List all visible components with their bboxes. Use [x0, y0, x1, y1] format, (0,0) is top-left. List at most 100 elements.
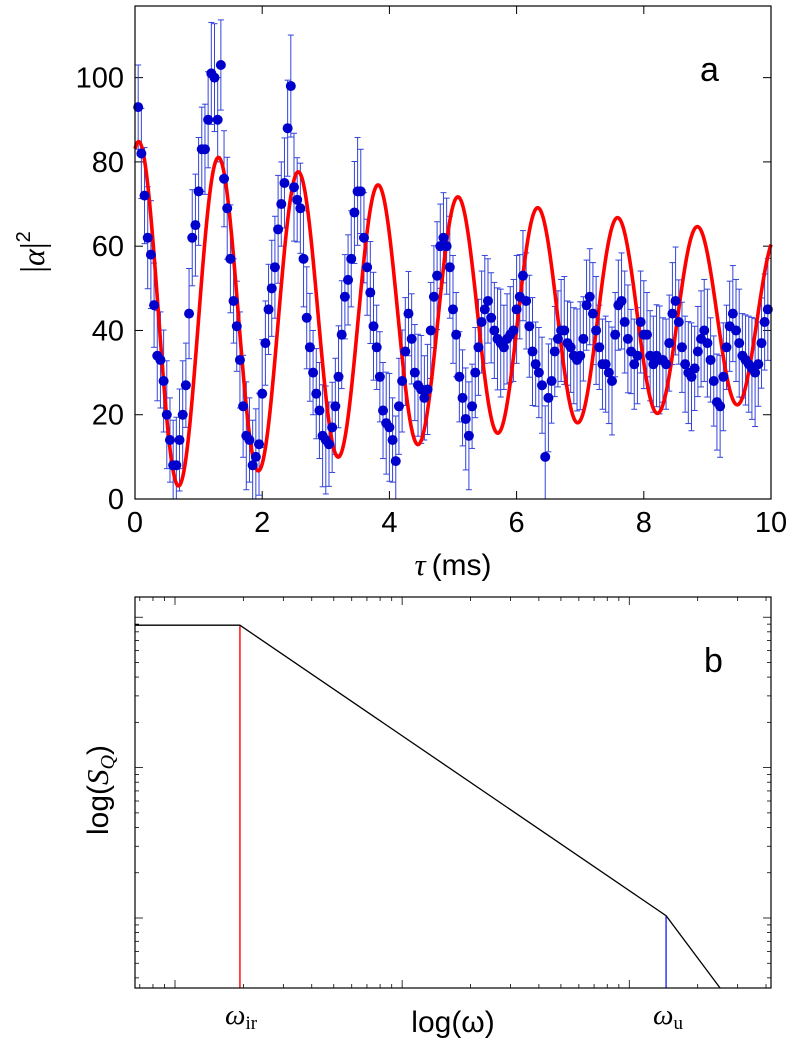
x-tick-label-4: 4	[381, 507, 397, 539]
data-point	[257, 388, 268, 399]
data-point	[727, 308, 738, 319]
data-point	[537, 380, 548, 391]
data-point	[400, 346, 411, 357]
data-point	[438, 232, 449, 243]
data-point	[327, 422, 338, 433]
data-point	[454, 371, 465, 382]
data-point	[444, 262, 455, 273]
data-point	[174, 435, 185, 446]
data-point	[756, 338, 767, 349]
omega-ir-subscript: ir	[245, 1013, 257, 1034]
y-axis-abs-left: |	[15, 266, 52, 273]
data-point	[428, 291, 439, 302]
data-point	[641, 329, 652, 340]
data-point	[635, 317, 646, 328]
data-point	[368, 321, 379, 332]
data-point	[263, 304, 274, 315]
data-point	[247, 460, 258, 471]
data-point	[215, 59, 226, 70]
data-point	[349, 207, 360, 218]
data-point	[622, 333, 633, 344]
y-tick-label-100: 100	[76, 63, 124, 95]
data-point	[753, 359, 764, 370]
panel-a-x-axis-label: τ (ms)	[414, 547, 491, 582]
data-point	[222, 203, 233, 214]
data-point	[432, 270, 443, 281]
data-point	[403, 308, 414, 319]
x-tick-label-6: 6	[509, 507, 525, 539]
data-point	[448, 304, 458, 315]
data-point	[422, 384, 433, 395]
spectrum-line	[135, 624, 721, 989]
data-point	[594, 342, 605, 353]
data-point	[486, 312, 497, 323]
data-point	[292, 194, 303, 205]
data-point	[721, 342, 732, 353]
x-tick-label-2: 2	[254, 507, 270, 539]
data-point	[187, 232, 198, 243]
data-point	[508, 325, 519, 336]
y-tick-label-60: 60	[92, 231, 124, 263]
data-point	[149, 300, 160, 311]
data-point	[387, 435, 398, 446]
data-point	[616, 295, 627, 306]
data-point	[161, 409, 172, 420]
data-point	[549, 346, 560, 357]
data-point	[686, 371, 697, 382]
data-point	[390, 456, 401, 467]
data-point	[552, 333, 563, 344]
data-point	[473, 342, 484, 353]
x-tick-label-8: 8	[636, 507, 652, 539]
y-axis-abs-right: |	[15, 242, 52, 249]
y-axis-log-suffix: )	[82, 745, 115, 755]
data-point	[330, 401, 341, 412]
omega-ir-tick-label: ωir	[225, 999, 258, 1034]
panel-b-plot-frame	[134, 596, 772, 989]
data-point	[673, 317, 684, 328]
data-point	[374, 371, 385, 382]
data-point	[289, 182, 299, 193]
data-point	[476, 317, 487, 328]
panel-a-data-points	[133, 59, 773, 471]
data-point	[591, 325, 602, 336]
data-point	[689, 363, 700, 374]
data-point	[762, 304, 773, 315]
data-point	[661, 359, 672, 370]
data-point	[209, 72, 220, 83]
data-point	[384, 422, 395, 433]
omega-ir-symbol: ω	[225, 999, 245, 1031]
data-point	[266, 283, 277, 294]
data-point	[298, 253, 309, 264]
panel-b-label: b	[704, 642, 723, 680]
data-point	[406, 333, 417, 344]
y-axis-log-prefix: log(	[82, 785, 115, 835]
data-point	[244, 435, 255, 446]
data-point	[699, 325, 710, 336]
data-point	[311, 388, 322, 399]
data-point	[692, 346, 703, 357]
x-axis-symbol-tau: τ	[414, 547, 427, 582]
data-point	[524, 321, 535, 332]
data-point	[238, 401, 249, 412]
data-point	[304, 342, 315, 353]
data-point	[314, 405, 325, 416]
y-axis-symbol-alpha: α	[15, 248, 51, 266]
data-point	[378, 405, 389, 416]
data-point	[533, 367, 544, 378]
data-point	[333, 371, 344, 382]
data-point	[546, 376, 557, 387]
data-point	[565, 342, 576, 353]
data-point	[708, 376, 719, 387]
data-point	[521, 295, 532, 306]
data-point	[600, 359, 611, 370]
data-point	[228, 295, 239, 306]
data-point	[409, 367, 420, 378]
data-point	[397, 376, 408, 387]
panel-a-fit-curve	[133, 139, 773, 488]
data-point	[667, 308, 678, 319]
panel-a-label: a	[700, 51, 719, 89]
data-point	[358, 232, 369, 243]
panel-a-y-axis-label: |α|2	[13, 231, 52, 273]
data-point	[676, 342, 687, 353]
